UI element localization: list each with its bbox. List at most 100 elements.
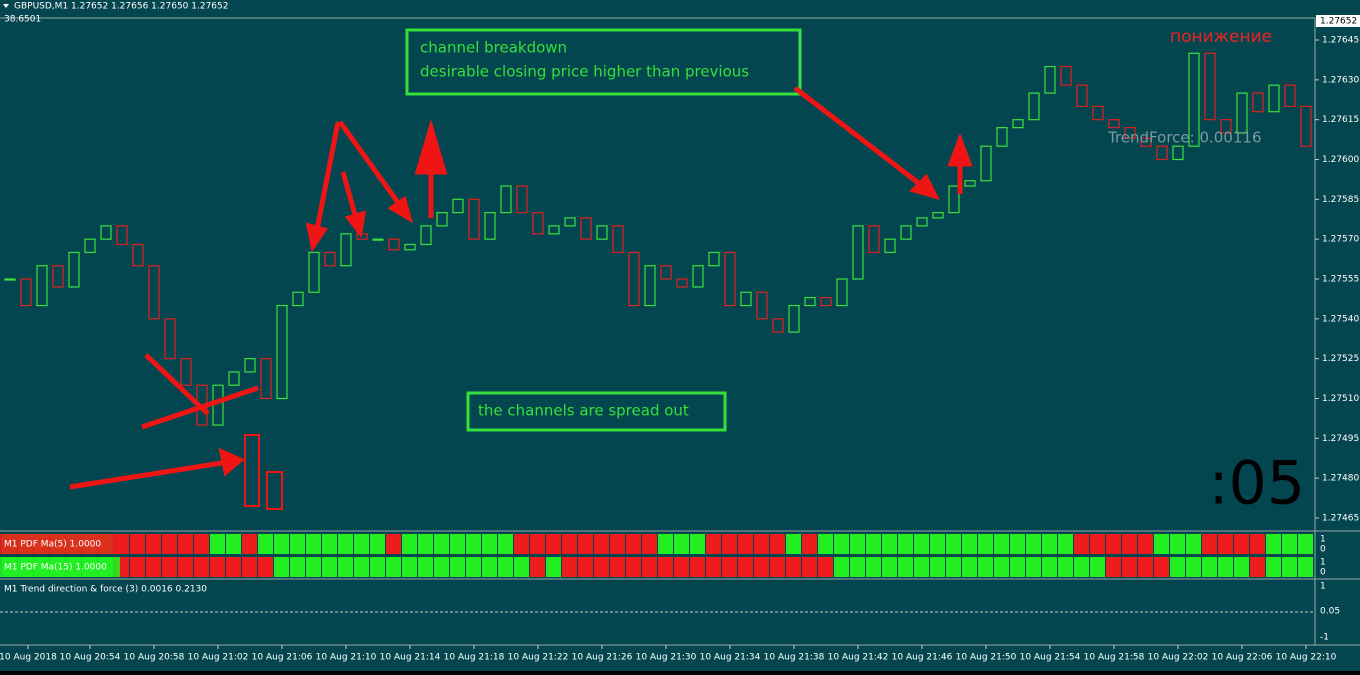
signal-cell <box>834 534 849 554</box>
candle <box>228 371 240 386</box>
signal-cell <box>882 534 897 554</box>
signal-cell <box>1074 557 1089 577</box>
signal-cell <box>1090 557 1105 577</box>
signal-cell <box>786 557 801 577</box>
signal-cell <box>450 534 465 554</box>
signal-cell <box>466 557 481 577</box>
signal-cell <box>226 534 241 554</box>
price-tick-label: 1.27480 <box>1322 474 1359 484</box>
signal-cell <box>146 534 161 554</box>
signal-cell <box>322 557 337 577</box>
signal-cell <box>498 557 513 577</box>
candle <box>308 251 320 293</box>
signal-cell <box>1090 534 1105 554</box>
candle <box>1204 52 1216 121</box>
time-label: 10 Aug 21:34 <box>700 653 761 663</box>
candle <box>68 251 80 288</box>
signal-cell <box>914 534 929 554</box>
candle <box>1156 145 1168 161</box>
signal-cell <box>466 534 481 554</box>
time-label: 10 Aug 20:54 <box>60 653 121 663</box>
time-label: 10 Aug 21:02 <box>188 653 249 663</box>
indicator-value: 38.6501 <box>4 15 41 25</box>
label-bg <box>0 557 120 577</box>
signal-cell <box>354 557 369 577</box>
price-tick-label: 1.27615 <box>1322 115 1359 125</box>
signal-cell <box>1026 534 1041 554</box>
candle <box>1076 84 1088 107</box>
signal-cell <box>690 534 705 554</box>
candle <box>436 212 448 227</box>
signal-cell <box>866 534 881 554</box>
signal-cell <box>706 534 721 554</box>
candle <box>916 217 928 227</box>
candle <box>1252 92 1264 113</box>
price-tick-label: 1.27585 <box>1322 195 1359 205</box>
candle <box>740 291 752 307</box>
price-tick-label: 1.27645 <box>1322 36 1359 46</box>
candle <box>660 265 672 280</box>
candle <box>1236 92 1248 134</box>
trend-axis-label: 1 <box>1320 582 1326 592</box>
menu-icon[interactable] <box>3 4 9 8</box>
arrows <box>69 86 973 490</box>
signal-cell <box>738 557 753 577</box>
time-label: 10 Aug 22:06 <box>1212 653 1273 663</box>
signal-cell <box>642 557 657 577</box>
candle <box>676 278 688 288</box>
signal-cell <box>770 534 785 554</box>
signal-cell <box>1138 534 1153 554</box>
signal-cell <box>1234 557 1249 577</box>
highlight <box>266 471 283 510</box>
candle <box>772 318 784 333</box>
candle <box>340 233 352 267</box>
price-tick-label: 1.27465 <box>1322 514 1359 524</box>
signal-cell <box>386 534 401 554</box>
signal-cell <box>1154 557 1169 577</box>
candle <box>820 296 832 307</box>
candle <box>1300 105 1312 147</box>
candle <box>724 251 736 307</box>
time-label: 10 Aug 21:38 <box>764 653 825 663</box>
signal-cell <box>530 557 545 577</box>
time-label: 10 Aug 20:58 <box>124 653 185 663</box>
signal-cell <box>322 534 337 554</box>
candle <box>612 225 624 254</box>
signal-cell <box>754 534 769 554</box>
candle <box>468 198 480 240</box>
price-tick-label: 1.27510 <box>1322 394 1359 404</box>
price-tick-label: 1.27630 <box>1322 75 1359 85</box>
indicator-axis: 0 <box>1320 545 1326 555</box>
annotation: channel breakdown <box>420 39 567 57</box>
signal-cell <box>1170 557 1185 577</box>
candle <box>788 304 800 333</box>
signal-cell <box>722 534 737 554</box>
signal-cell <box>626 557 641 577</box>
candle <box>900 225 912 240</box>
candle <box>1092 105 1104 121</box>
candle <box>4 278 16 281</box>
signal-cell <box>402 557 417 577</box>
signal-cell <box>1026 557 1041 577</box>
signal-cell <box>338 557 353 577</box>
candle <box>628 251 640 307</box>
candle <box>532 212 544 235</box>
signal-cell <box>818 534 833 554</box>
candle <box>500 185 512 214</box>
candle <box>996 127 1008 147</box>
signal-cell <box>1186 534 1201 554</box>
signal-cell <box>434 557 449 577</box>
signal-cell <box>450 557 465 577</box>
signal-cell <box>802 557 817 577</box>
price-tick-label: 1.27570 <box>1322 235 1359 245</box>
signal-cell <box>642 534 657 554</box>
candle <box>244 358 256 373</box>
candle <box>932 212 944 219</box>
candle <box>20 278 32 307</box>
signal-cell <box>850 557 865 577</box>
candle <box>1028 92 1040 121</box>
signal-cell <box>1202 557 1217 577</box>
signal-cell <box>626 534 641 554</box>
candle <box>964 180 976 187</box>
signal-cell <box>1218 557 1233 577</box>
